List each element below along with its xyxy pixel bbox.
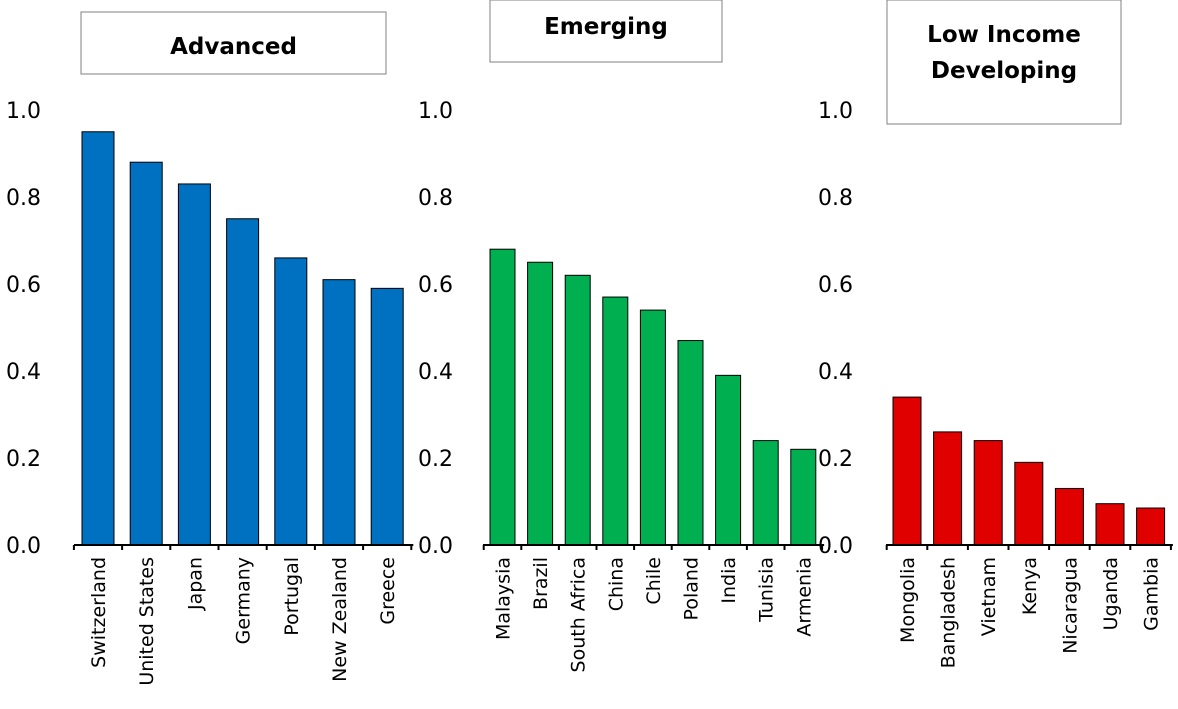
panel-title: Advanced	[170, 34, 297, 60]
bar-malaysia	[489, 248, 516, 546]
category-label: Malaysia	[493, 557, 515, 640]
category-label: Greece	[377, 557, 399, 625]
bar-kenya	[1014, 461, 1044, 546]
y-tick-label: 1.0	[818, 99, 853, 124]
bar-greece	[370, 287, 404, 546]
panel-emerging: Emerging 0.0 0.2 0.4 0.6 0.8 1.0 Malaysia Brazil…	[418, 0, 825, 672]
bar-mongolia	[892, 396, 922, 546]
category-label: South Africa	[568, 557, 590, 672]
bar-vietnam	[973, 440, 1003, 546]
y-tick-label: 0.0	[6, 534, 41, 559]
category-label: United States	[136, 557, 158, 686]
bar-japan	[177, 183, 211, 546]
category-label: China	[605, 557, 627, 611]
category-label: Brazil	[530, 557, 552, 610]
y-tick-label: 0.0	[818, 534, 853, 559]
bar-armenia	[790, 448, 817, 546]
bar-brazil	[527, 261, 554, 546]
category-label: Portugal	[281, 557, 303, 636]
category-label: Poland	[681, 557, 703, 620]
category-label: Vietnam	[978, 557, 1000, 636]
bar-new-zealand	[322, 279, 356, 546]
panel-title-box	[886, 0, 1122, 125]
category-label: Germany	[233, 557, 255, 644]
y-tick-label: 0.4	[818, 360, 853, 385]
bar-india	[715, 374, 742, 546]
panel-title-box	[80, 11, 387, 75]
y-tick-label: 0.8	[818, 186, 853, 211]
y-tick-label: 0.8	[418, 186, 453, 211]
bar-tunisia	[752, 440, 779, 546]
panel-title: Low Income	[927, 22, 1081, 48]
panel-title: Developing	[931, 58, 1077, 84]
y-tick-label: 0.4	[418, 360, 453, 385]
panel-title: Emerging	[544, 14, 668, 40]
category-label: India	[718, 557, 740, 604]
y-tick-label: 0.2	[418, 447, 453, 472]
category-label: Kenya	[1019, 557, 1041, 615]
y-tick-label: 0.6	[418, 273, 453, 298]
bar-china	[602, 296, 629, 546]
category-label: New Zealand	[329, 557, 351, 682]
y-tick-label: 0.4	[6, 360, 41, 385]
panel-title-box	[489, 0, 723, 63]
y-tick-label: 0.0	[418, 534, 453, 559]
y-tick-label: 1.0	[418, 99, 453, 124]
y-tick-label: 0.8	[6, 186, 41, 211]
category-label: Gambia	[1141, 557, 1163, 631]
y-tick-label: 0.2	[818, 447, 853, 472]
y-tick-label: 0.6	[818, 273, 853, 298]
category-label: Uganda	[1100, 557, 1122, 630]
category-label: Chile	[643, 557, 665, 605]
category-label: Armenia	[793, 557, 815, 637]
bar-poland	[677, 340, 704, 546]
bar-united-states	[129, 161, 163, 546]
category-label: Bangladesh	[938, 557, 960, 668]
bar-chile	[639, 309, 666, 546]
category-label: Switzerland	[88, 557, 110, 668]
category-label: Tunisia	[756, 557, 778, 623]
category-label: Japan	[184, 557, 206, 611]
bar-bangladesh	[933, 431, 963, 546]
bar-germany	[226, 218, 260, 546]
y-tick-label: 0.6	[6, 273, 41, 298]
bar-switzerland	[81, 131, 115, 546]
y-tick-label: 0.2	[6, 447, 41, 472]
category-label: Nicaragua	[1059, 557, 1081, 654]
y-tick-label: 1.0	[6, 99, 41, 124]
bar-portugal	[274, 257, 308, 546]
bar-nicaragua	[1054, 487, 1084, 546]
bar-south-africa	[564, 274, 591, 546]
bar-gambia	[1136, 507, 1166, 546]
bar-uganda	[1095, 503, 1125, 546]
category-label: Mongolia	[897, 557, 919, 643]
panel-low-income-developing: Low Income Developing 0.0 0.2 0.4 0.6 0.8 1.0 Mo…	[818, 0, 1173, 668]
panel-advanced: Advanced 0.0 0.2 0.4 0.6 0.8 1.0 Switzerland Uni…	[6, 11, 414, 686]
